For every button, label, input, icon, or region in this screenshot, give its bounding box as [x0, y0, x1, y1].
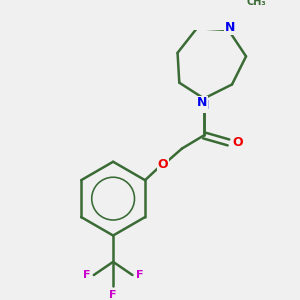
Text: N: N [197, 96, 207, 110]
Text: F: F [110, 290, 117, 300]
Text: N: N [199, 99, 209, 112]
Text: O: O [232, 136, 243, 149]
Text: N: N [225, 21, 236, 34]
Text: O: O [157, 158, 168, 171]
Text: CH₃: CH₃ [246, 0, 266, 7]
Text: F: F [83, 270, 91, 280]
Text: F: F [136, 270, 143, 280]
